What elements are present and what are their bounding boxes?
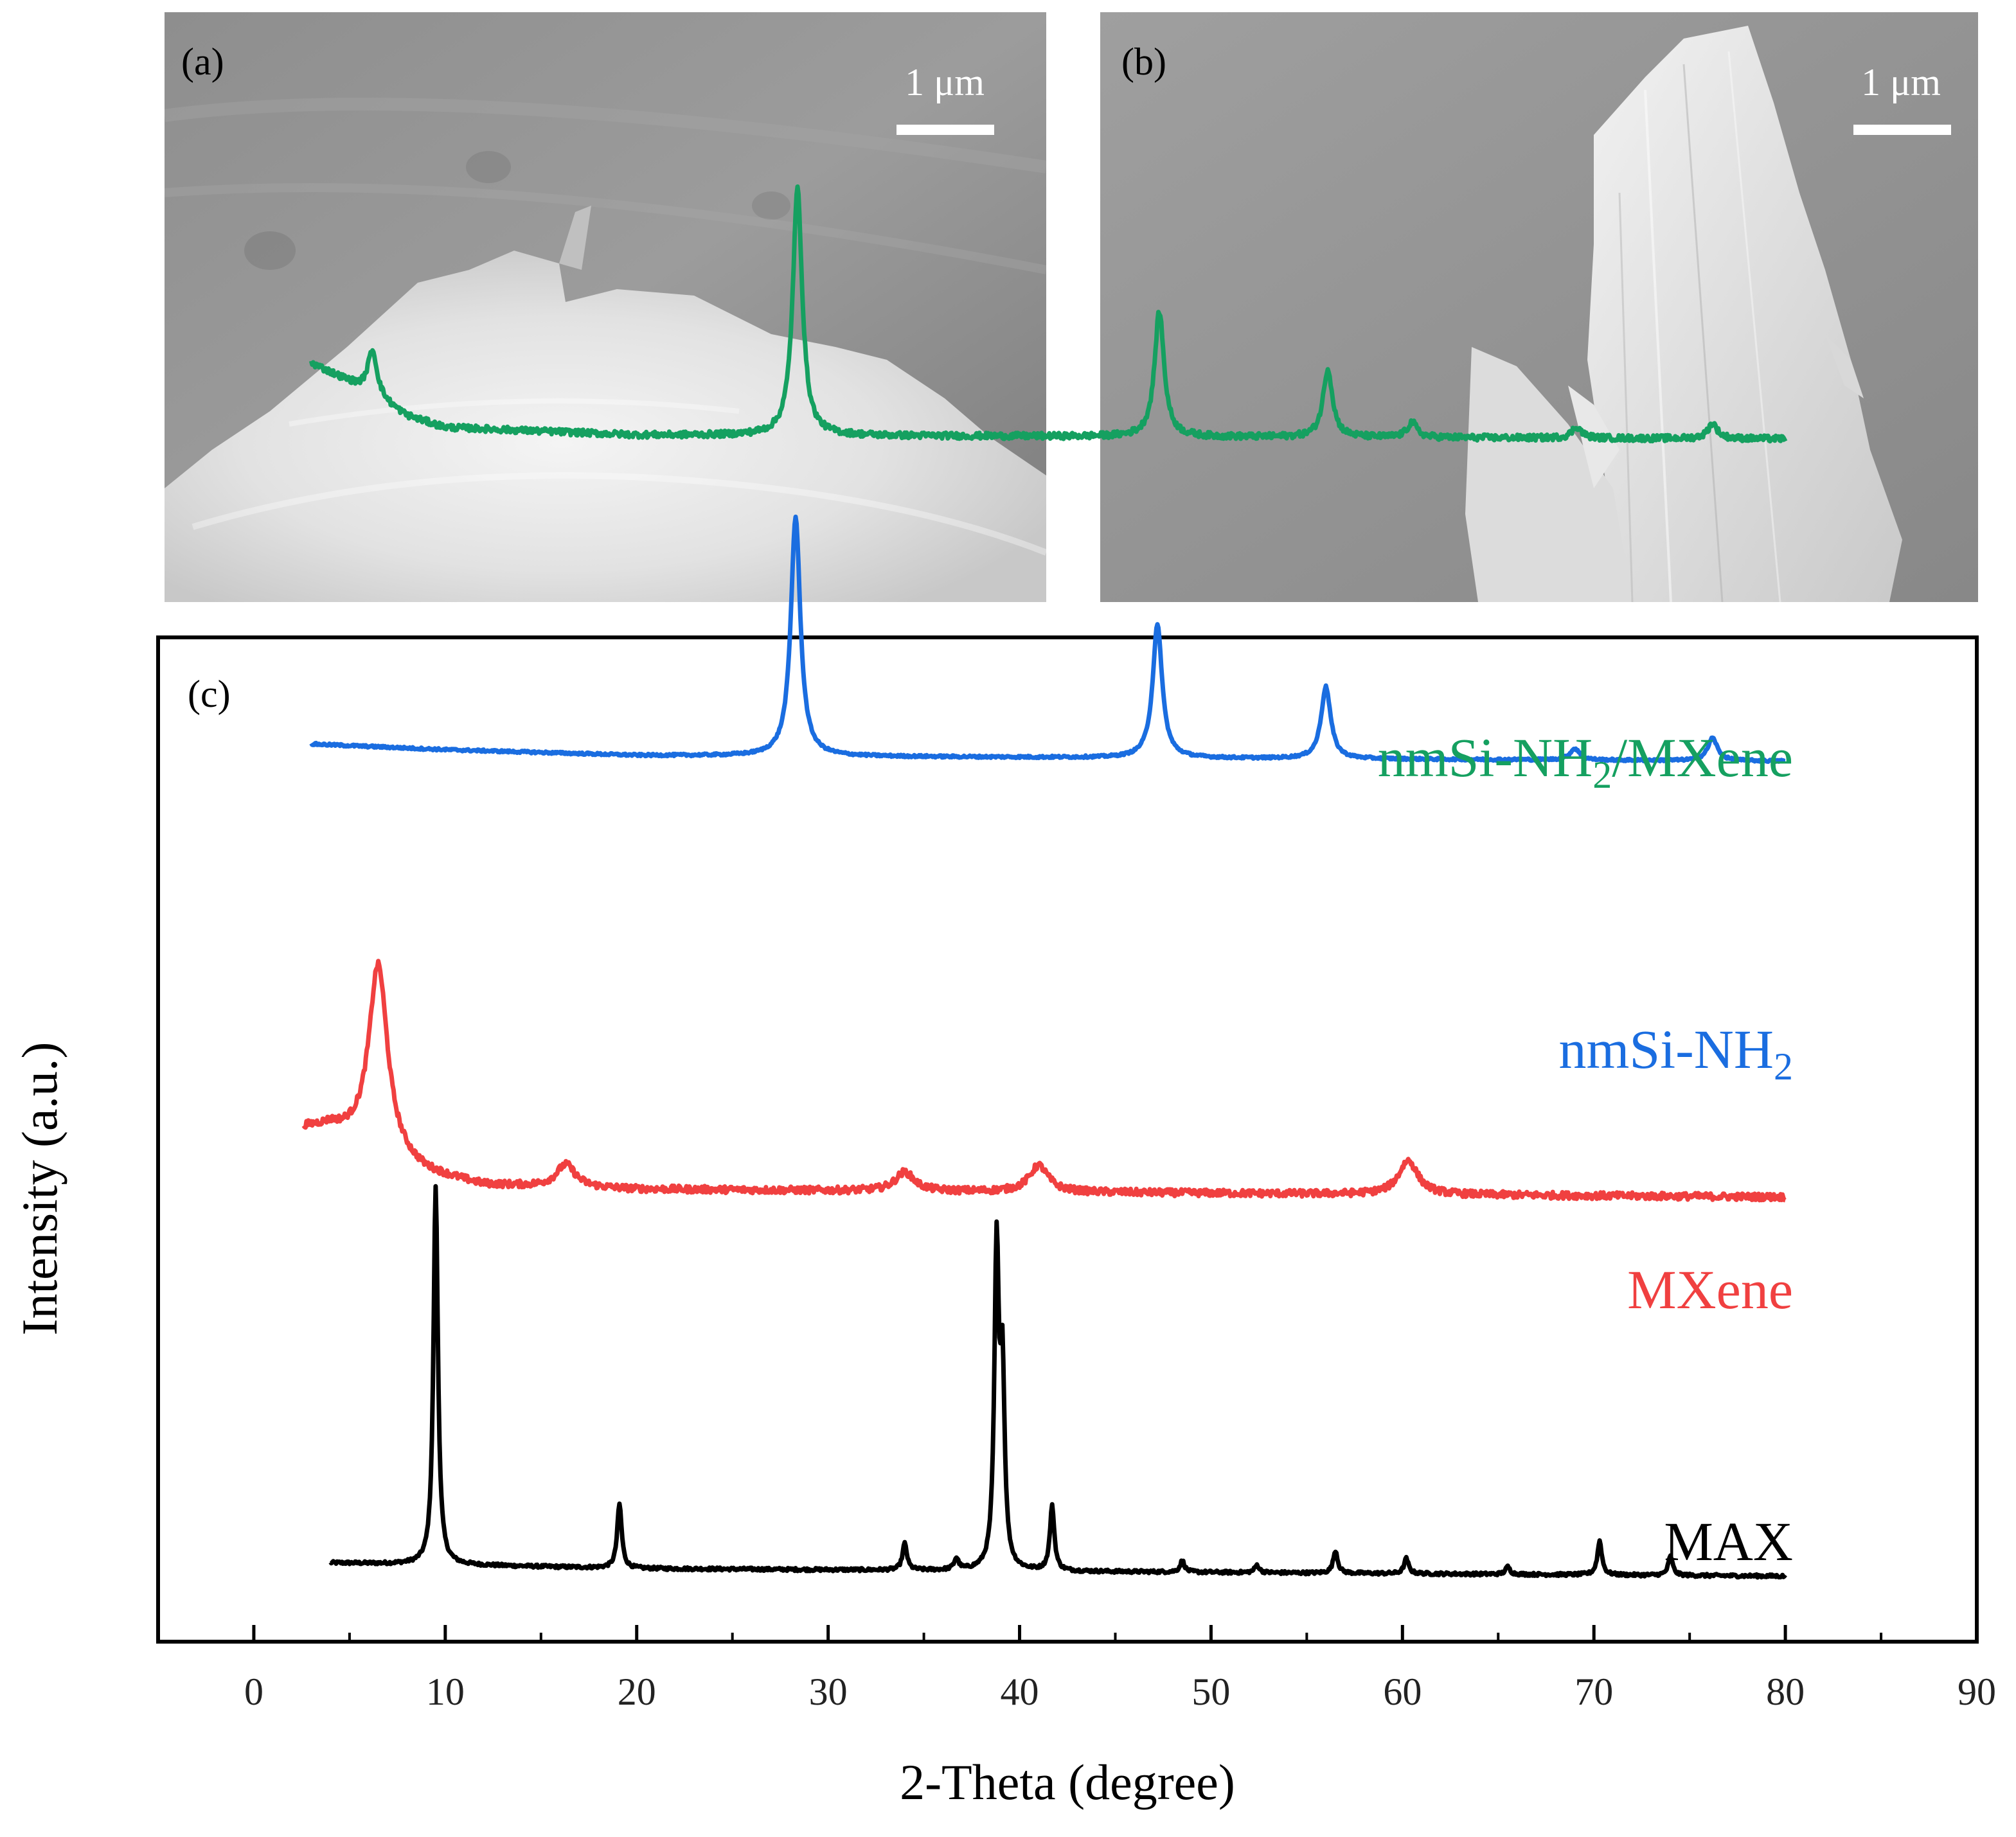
x-axis-title: 2-Theta (degree) [900, 1754, 1235, 1810]
scale-bar-b [1853, 125, 1951, 135]
series-layer [301, 184, 1788, 1580]
x-tick-label: 70 [1574, 1671, 1613, 1713]
x-tick-label: 80 [1766, 1671, 1805, 1713]
x-tick-label: 0 [244, 1671, 263, 1713]
series-label-nmsi-nh2-mxene: nmSi-NH2/MXene [1378, 727, 1793, 796]
x-tick-label: 90 [1958, 1671, 1996, 1713]
x-tick-label: 60 [1383, 1671, 1422, 1713]
x-tick-label: 30 [809, 1671, 848, 1713]
sem-image-b: (b) 1 μm [1100, 12, 1978, 602]
series-label-max: MAX [1664, 1511, 1793, 1572]
y-axis-title: Intensity (a.u.) [12, 1042, 67, 1335]
series-label-mxene: MXene [1627, 1259, 1793, 1320]
xrd-chart: (c) 0 10 20 30 40 50 60 70 80 90 MAX MXene nmSi-NH2… [12, 184, 1996, 1810]
series-label-nmsi-nh2: nmSi-NH2 [1559, 1018, 1793, 1088]
series-line-nmsi-nh2 [309, 514, 1787, 764]
x-tick-label: 50 [1191, 1671, 1230, 1713]
sem-image-a: (a) 1 μm [165, 12, 1046, 602]
series-labels: MAX MXene nmSi-NH2 nmSi-NH2/MXene [1378, 727, 1793, 1572]
plot-frame [156, 635, 1979, 1644]
series-line-mxene [301, 959, 1787, 1203]
panel-label-c: (c) [188, 673, 231, 715]
scale-bar-a [896, 125, 994, 135]
panel-label-a: (a) [181, 40, 224, 83]
series-line-max [328, 1184, 1787, 1580]
x-tick-label: 20 [618, 1671, 656, 1713]
series-line-nmsi-nh2-mxene [308, 184, 1788, 444]
x-axis-ticks: 0 10 20 30 40 50 60 70 80 90 [244, 1625, 1996, 1713]
x-tick-label: 10 [426, 1671, 465, 1713]
scale-bar-label-b: 1 μm [1861, 61, 1941, 103]
panel-label-b: (b) [1121, 40, 1166, 83]
x-tick-label: 40 [1001, 1671, 1039, 1713]
scale-bar-label-a: 1 μm [905, 61, 985, 103]
